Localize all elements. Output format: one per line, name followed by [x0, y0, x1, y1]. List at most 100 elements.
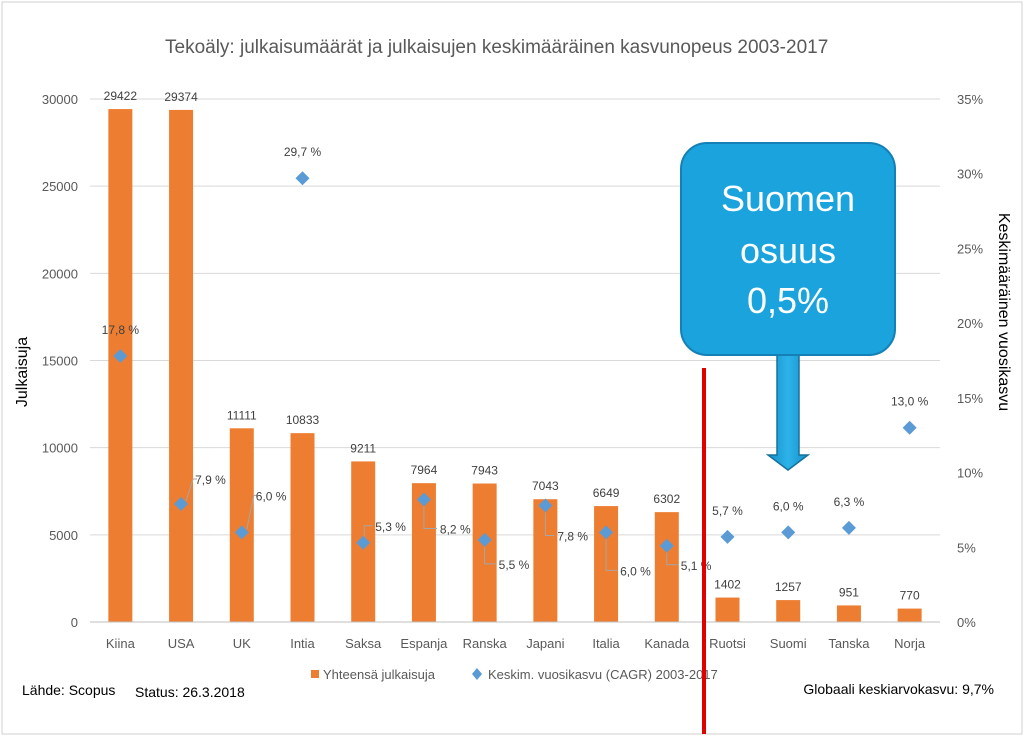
y-tick-label: 15000 [42, 354, 78, 369]
y2-tick-label: 10% [957, 466, 983, 481]
y-tick-label: 20000 [42, 266, 78, 281]
y2-tick-label: 35% [957, 92, 983, 107]
growth-point [416, 492, 431, 507]
x-category-label: UK [233, 636, 251, 651]
growth-point [174, 496, 189, 511]
leader-line [666, 551, 678, 566]
growth-value-label: 5,3 % [375, 520, 406, 534]
leader-line [484, 545, 496, 565]
x-category-label: Intia [290, 636, 315, 651]
growth-value-label: 13,0 % [891, 395, 929, 409]
bar [169, 109, 194, 622]
global-average-note: Globaali keskiarvokasvu: 9,7% [803, 681, 994, 697]
x-category-label: Italia [592, 636, 620, 651]
legend-swatch-points [472, 668, 482, 680]
leader-line [185, 478, 198, 502]
legend-label-points: Keskim. vuosikasvu (CAGR) 2003-2017 [488, 667, 718, 682]
bar [229, 428, 254, 622]
y-tick-label: 5000 [49, 528, 78, 543]
legend-swatch-bars [311, 670, 319, 678]
bar-value-label: 951 [839, 585, 859, 599]
y2-tick-label: 0% [957, 615, 976, 630]
y2-axis-title: Keskimääräinen vuosikasvu [995, 213, 1012, 411]
x-category-label: Norja [894, 636, 926, 651]
growth-point [659, 538, 674, 553]
x-category-label: Kanada [644, 636, 690, 651]
growth-value-label: 6,0 % [620, 564, 651, 578]
growth-point [841, 520, 856, 535]
bar-value-label: 10833 [286, 413, 320, 427]
growth-point [902, 420, 917, 435]
bar [108, 109, 133, 622]
y-tick-label: 25000 [42, 179, 78, 194]
growth-value-label: 5,5 % [499, 558, 530, 572]
callout-line-2: osuus [740, 230, 836, 271]
leader-line [605, 538, 618, 571]
bar [715, 597, 740, 622]
x-category-label: Saksa [345, 636, 382, 651]
growth-point [720, 529, 735, 544]
growth-point [477, 532, 492, 547]
y-tick-label: 30000 [42, 92, 78, 107]
bar-value-label: 1257 [775, 580, 802, 594]
x-category-label: Ruotsi [709, 636, 746, 651]
bar [836, 605, 861, 622]
leader-line [544, 511, 555, 536]
x-category-label: Kiina [106, 636, 136, 651]
callout-line-3: 0,5% [747, 280, 829, 321]
growth-value-label: 6,3 % [834, 495, 865, 509]
growth-point [781, 525, 796, 540]
bar-value-label: 7964 [411, 463, 438, 477]
x-category-label: Espanja [400, 636, 448, 651]
growth-value-label: 5,7 % [712, 504, 743, 518]
growth-point [234, 525, 249, 540]
x-category-label: Suomi [770, 636, 807, 651]
growth-value-label: 7,8 % [557, 529, 588, 543]
x-category-label: Tanska [828, 636, 870, 651]
growth-point [538, 498, 553, 513]
callout-box [680, 142, 896, 356]
bar-value-label: 770 [900, 589, 920, 603]
growth-value-label: 7,9 % [195, 473, 226, 487]
bar-value-label: 1402 [714, 578, 741, 592]
y2-tick-label: 25% [957, 241, 983, 256]
bar [776, 600, 801, 622]
x-category-label: Japani [526, 636, 564, 651]
leader-line [363, 525, 373, 539]
bar-value-label: 9211 [350, 441, 376, 455]
bar-value-label: 7943 [471, 464, 498, 478]
bar-value-label: 29422 [104, 89, 138, 103]
bar-value-label: 6302 [653, 492, 680, 506]
chart-title: Tekoäly: julkaisumäärät ja julkaisujen k… [165, 37, 828, 58]
legend-label-bars: Yhteensä julkaisuja [323, 667, 436, 682]
bar [290, 433, 315, 622]
growth-value-label: 6,0 % [256, 489, 287, 503]
bar-value-label: 29374 [164, 90, 198, 104]
y2-tick-label: 20% [957, 316, 983, 331]
y2-tick-label: 15% [957, 391, 983, 406]
growth-point [599, 525, 614, 540]
growth-value-label: 29,7 % [284, 145, 322, 159]
growth-point [113, 349, 128, 364]
bar [654, 512, 679, 622]
status-note: Status: 26.3.2018 [135, 684, 245, 700]
growth-value-label: 6,0 % [773, 499, 804, 513]
callout: Suomen osuus 0,5% [680, 142, 896, 471]
bar [897, 608, 922, 622]
leader-line [246, 494, 258, 530]
bar-value-label: 11111 [227, 408, 257, 422]
y2-tick-label: 5% [957, 540, 976, 555]
bar-value-label: 7043 [532, 479, 559, 493]
y-axis-title: Julkaisuja [14, 337, 31, 407]
growth-point [295, 171, 310, 186]
callout-line-1: Suomen [721, 178, 855, 219]
leader-line [423, 505, 437, 529]
bar-value-label: 6649 [593, 486, 620, 500]
y2-tick-label: 30% [957, 167, 983, 182]
y-tick-label: 10000 [42, 441, 78, 456]
source-note: Lähde: Scopus [22, 682, 115, 698]
x-category-label: Ranska [463, 636, 508, 651]
y-tick-label: 0 [71, 615, 78, 630]
